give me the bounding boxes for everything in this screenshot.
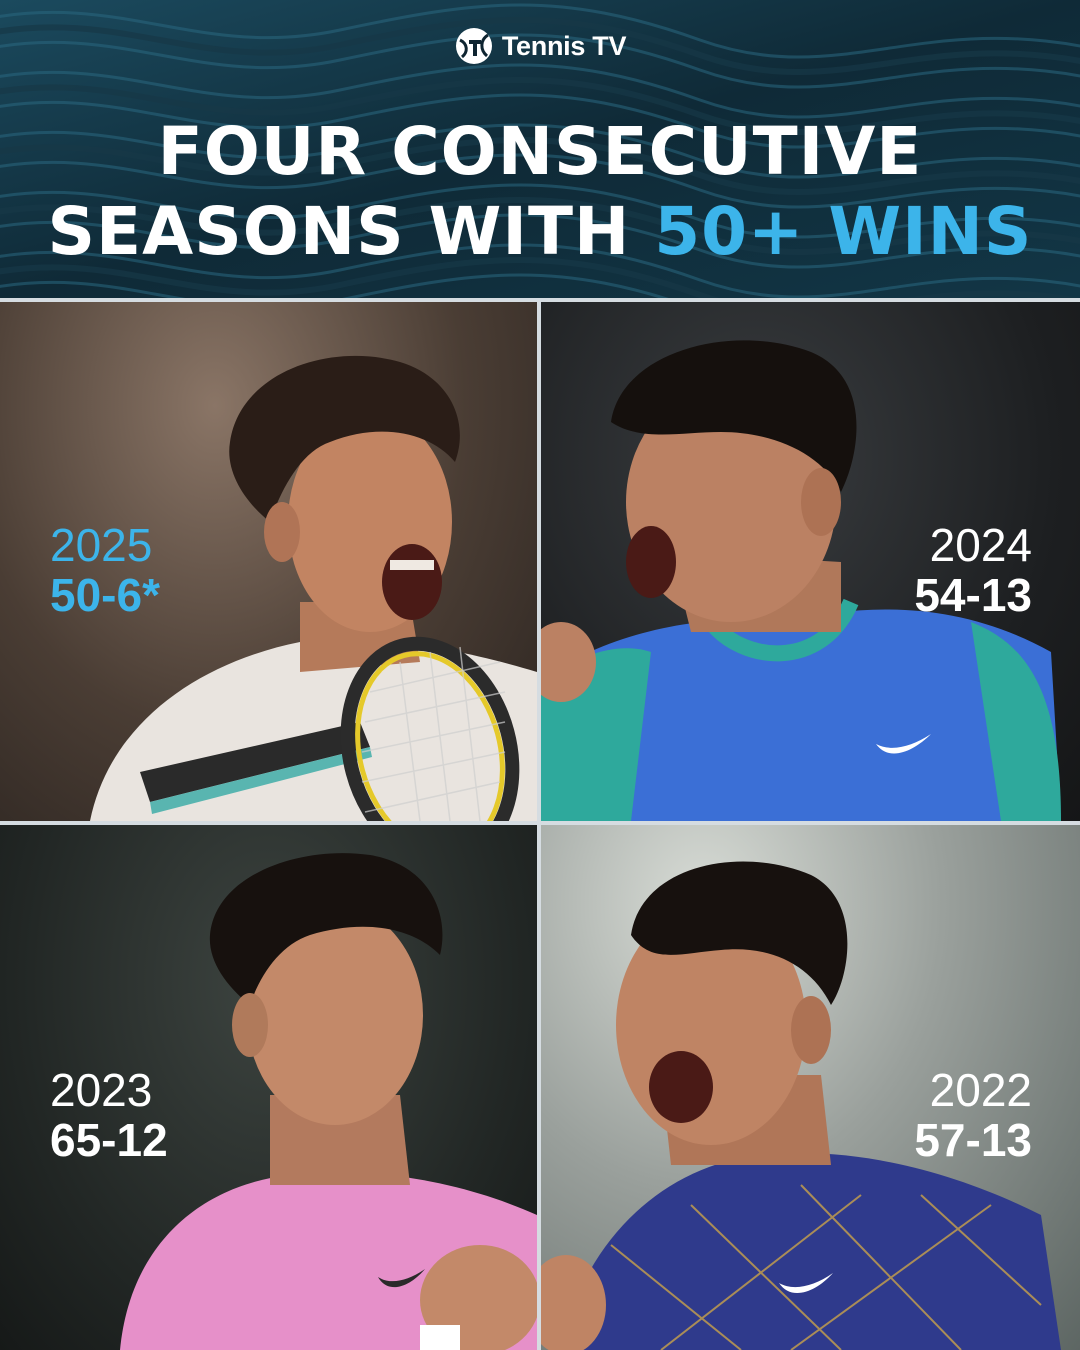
season-record: 57-13 [914, 1114, 1032, 1166]
season-panel-2025: 2025 50-6* [0, 302, 537, 821]
photo-grid: 2025 50-6* 2024 54- [0, 298, 1080, 1350]
season-record: 65-12 [50, 1114, 168, 1166]
headline-accent: 50+ WINS [654, 193, 1033, 270]
season-record: 50-6* [50, 569, 160, 621]
player-photo [120, 853, 537, 1350]
season-panel-2022: 2022 57-13 [541, 825, 1080, 1350]
wave-pattern-background [0, 0, 1080, 298]
season-year: 2024 [929, 519, 1032, 571]
headline-line-1: FOUR CONSECUTIVE [157, 113, 923, 190]
player-photo [541, 340, 1061, 821]
player-photo [541, 861, 1061, 1350]
season-stat-2023: 2023 65-12 [50, 1065, 168, 1165]
headline-line-2-prefix: SEASONS WITH [47, 193, 655, 270]
headline: FOUR CONSECUTIVE SEASONS WITH 50+ WINS [0, 112, 1080, 272]
season-stat-2025: 2025 50-6* [50, 520, 160, 620]
season-panel-2024: 2024 54-13 [541, 302, 1080, 821]
season-panel-2023: 2023 65-12 [0, 825, 537, 1350]
tennis-tv-logo: Tennis TV [0, 26, 1080, 66]
headline-line-2: SEASONS WITH 50+ WINS [0, 192, 1080, 272]
header-banner: Tennis TV FOUR CONSECUTIVE SEASONS WITH … [0, 0, 1080, 298]
season-stat-2022: 2022 57-13 [914, 1065, 1032, 1165]
season-year: 2022 [929, 1064, 1032, 1116]
brand-name: Tennis TV [501, 30, 627, 61]
season-stat-2024: 2024 54-13 [914, 520, 1032, 620]
tennis-tv-logo-icon [455, 28, 492, 64]
player-photo [90, 355, 537, 821]
season-year: 2023 [50, 1064, 153, 1116]
season-record: 54-13 [914, 569, 1032, 621]
season-year: 2025 [50, 519, 153, 571]
